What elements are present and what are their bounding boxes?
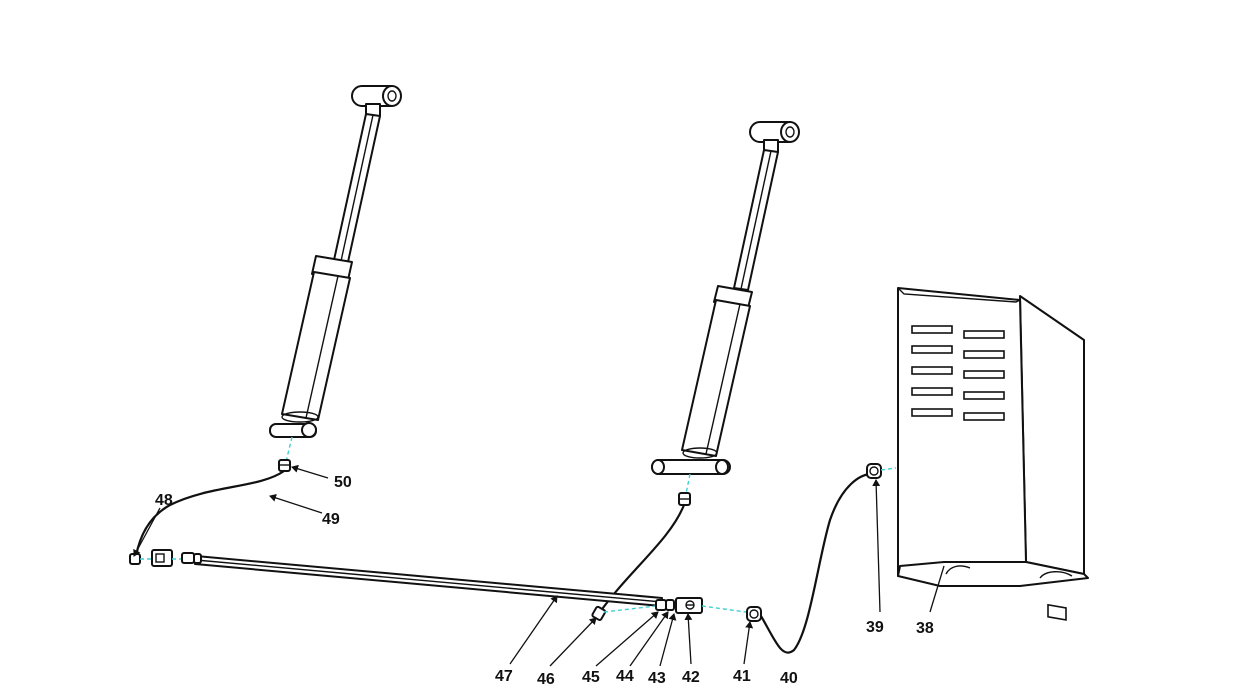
part-41-fitting <box>746 606 762 622</box>
control-box-side <box>1019 295 1085 575</box>
control-box-vents <box>911 325 1005 421</box>
middle-lift-actuator <box>651 121 800 495</box>
cluster-assembly-axis <box>603 605 657 613</box>
callout-39: 39 <box>866 619 884 636</box>
callout-38: 38 <box>916 620 934 637</box>
part-38-control-box <box>897 287 1089 621</box>
part-47-connecting-tube <box>194 555 663 607</box>
callout-49: 49 <box>322 511 340 528</box>
left-lift-actuator <box>269 85 402 463</box>
part-39-fitting <box>866 463 882 479</box>
part-42-valve-block <box>675 597 703 614</box>
part-49-hose <box>134 469 286 558</box>
part-48-tee-block <box>129 549 202 567</box>
part-40-hose <box>759 472 872 654</box>
callout-44: 44 <box>616 668 634 685</box>
callout-45: 45 <box>582 669 600 686</box>
part-43-olive <box>665 599 675 611</box>
middle-actuator-bottom-mount <box>651 459 731 475</box>
part-50-fitting <box>278 459 291 472</box>
callout-40: 40 <box>780 670 798 687</box>
left-actuator-cylinder <box>281 271 351 421</box>
callout-46: 46 <box>537 671 555 688</box>
callout-41: 41 <box>733 668 751 685</box>
callout-42: 42 <box>682 669 700 686</box>
callout-50: 50 <box>334 474 352 491</box>
callout-labels: 50 49 48 47 46 45 44 43 42 41 40 39 38 <box>155 474 934 688</box>
left-actuator-top-mount <box>351 85 402 117</box>
middle-actuator-cylinder <box>681 299 751 457</box>
leader-lines <box>133 464 945 667</box>
part-44-nut <box>655 599 667 611</box>
callout-47: 47 <box>495 668 513 685</box>
control-box-base <box>897 561 1089 587</box>
middle-actuator-top-mount <box>749 121 800 153</box>
callout-43: 43 <box>648 670 666 687</box>
callout-48: 48 <box>155 492 173 509</box>
middle-actuator-fitting <box>678 492 691 506</box>
left-actuator-bottom-mount <box>269 422 317 438</box>
